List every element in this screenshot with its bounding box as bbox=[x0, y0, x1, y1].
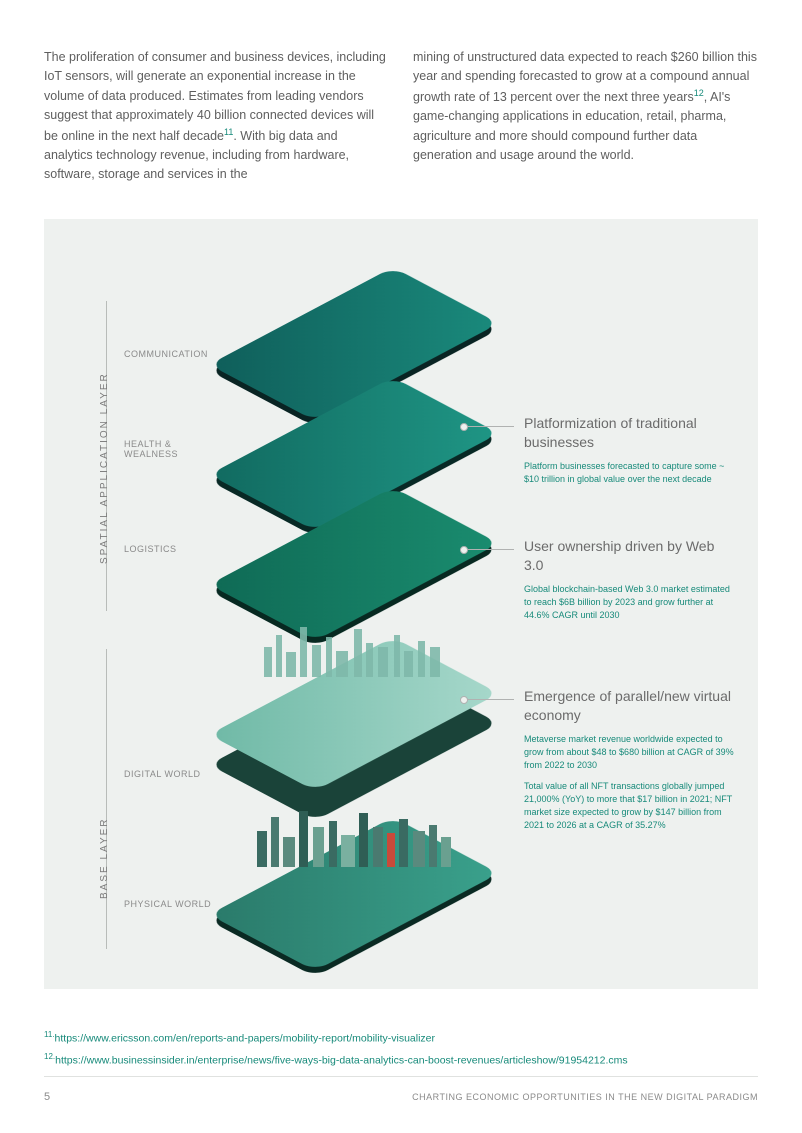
tile-physical-world bbox=[224, 819, 484, 969]
arrow-callout-2 bbox=[464, 549, 514, 550]
arrow-callout-3 bbox=[464, 699, 514, 700]
body-col-1: The proliferation of consumer and busine… bbox=[44, 48, 389, 185]
physical-skyline-icon bbox=[249, 797, 459, 867]
reference-11: 11.https://www.ericsson.com/en/reports-a… bbox=[44, 1027, 758, 1050]
reference-12-num: 12. bbox=[44, 1052, 55, 1061]
axis-label-base: BASE LAYER bbox=[99, 817, 110, 899]
page-number: 5 bbox=[44, 1091, 51, 1103]
callout-1-text: Platform businesses forecasted to captur… bbox=[524, 460, 734, 486]
digital-skyline-icon bbox=[254, 617, 454, 677]
callout-3-text1: Metaverse market revenue worldwide expec… bbox=[524, 733, 734, 772]
footnote-ref-11: 11 bbox=[224, 127, 233, 137]
page-footer: 5 CHARTING ECONOMIC OPPORTUNITIES IN THE… bbox=[44, 1076, 758, 1103]
layer-label-logistics: LOGISTICS bbox=[124, 544, 214, 554]
references: 11.https://www.ericsson.com/en/reports-a… bbox=[44, 1027, 758, 1072]
footnote-ref-12: 12 bbox=[694, 88, 704, 98]
callout-2-text: Global blockchain-based Web 3.0 market e… bbox=[524, 583, 734, 622]
tile-digital-world bbox=[224, 639, 484, 789]
arrow-callout-1 bbox=[464, 426, 514, 427]
callout-3-text2: Total value of all NFT transactions glob… bbox=[524, 780, 734, 832]
callout-web3: User ownership driven by Web 3.0 Global … bbox=[524, 537, 734, 630]
layer-label-communication: COMMUNICATION bbox=[124, 349, 214, 359]
reference-12: 12.https://www.businessinsider.in/enterp… bbox=[44, 1049, 758, 1072]
callout-3-title: Emergence of parallel/new virtual econom… bbox=[524, 687, 734, 725]
body-paragraphs: The proliferation of consumer and busine… bbox=[44, 48, 758, 185]
reference-12-url: https://www.businessinsider.in/enterpris… bbox=[55, 1055, 628, 1067]
callout-2-title: User ownership driven by Web 3.0 bbox=[524, 537, 734, 575]
callout-platformization: Platformization of traditional businesse… bbox=[524, 414, 734, 494]
footer-title: CHARTING ECONOMIC OPPORTUNITIES IN THE N… bbox=[412, 1092, 758, 1102]
axis-rule-base bbox=[106, 649, 107, 949]
layer-label-physical: PHYSICAL WORLD bbox=[124, 899, 214, 909]
reference-11-num: 11. bbox=[44, 1030, 55, 1039]
callout-virtual-economy: Emergence of parallel/new virtual econom… bbox=[524, 687, 734, 840]
layer-label-digital: DIGITAL WORLD bbox=[124, 769, 214, 779]
layered-infographic: SPATIAL APPLICATION LAYER BASE LAYER COM… bbox=[44, 219, 758, 989]
callout-1-title: Platformization of traditional businesse… bbox=[524, 414, 734, 452]
axis-label-spatial: SPATIAL APPLICATION LAYER bbox=[99, 372, 110, 564]
reference-11-url: https://www.ericsson.com/en/reports-and-… bbox=[55, 1032, 435, 1044]
body-col-2: mining of unstructured data expected to … bbox=[413, 48, 758, 185]
layer-label-health: HEALTH & WEALNESS bbox=[124, 439, 214, 459]
